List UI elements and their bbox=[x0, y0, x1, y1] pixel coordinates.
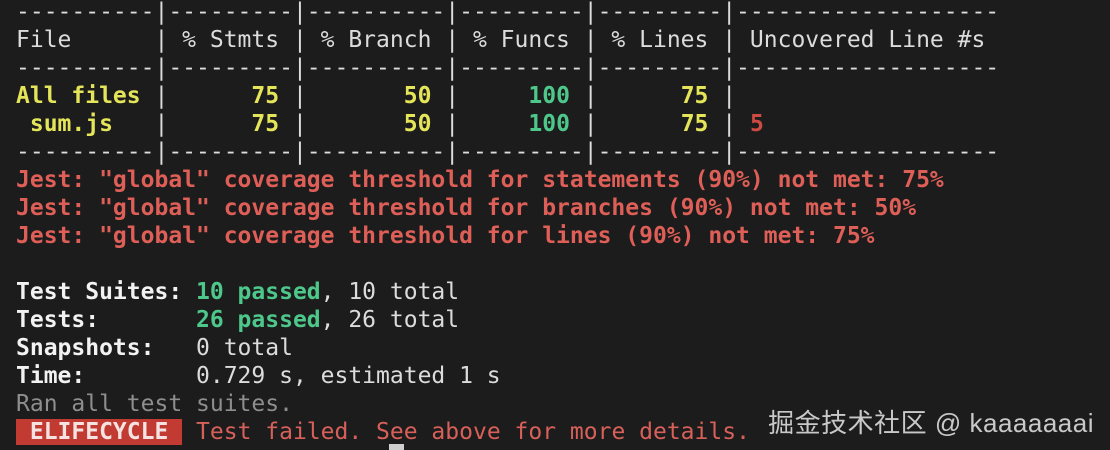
summary-tests-segment: Tests: bbox=[16, 307, 197, 333]
summary-test-suites: Test Suites: 10 passed, 10 total bbox=[16, 278, 999, 306]
summary-tests: Tests: 26 passed, 26 total bbox=[16, 306, 999, 334]
jest-threshold-warning-statements: Jest: "global" coverage threshold for st… bbox=[16, 166, 999, 194]
summary-time-segment: 0.729 s, estimated 1 s bbox=[196, 363, 501, 389]
ran-all-test-suites: Ran all test suites. bbox=[16, 390, 999, 418]
jest-threshold-warning-branches: Jest: "global" coverage threshold for br… bbox=[16, 194, 999, 222]
summary-test-suites-segment: Test Suites: bbox=[16, 279, 197, 305]
coverage-row-sum-js: sum.js | 75 | 50 | 100 | 75 | 5 bbox=[16, 110, 999, 138]
summary-test-suites-segment: , 10 total bbox=[320, 279, 460, 305]
summary-time: Time: 0.729 s, estimated 1 s bbox=[16, 362, 999, 390]
coverage-table-header: File | % Stmts | % Branch | % Funcs | % … bbox=[16, 26, 999, 54]
summary-snapshots-segment: 0 total bbox=[196, 335, 293, 361]
coverage-row-all-files: All files | 75 | 50 | 100 | 75 | bbox=[16, 82, 999, 110]
elifecycle-error-line-segment bbox=[182, 419, 196, 445]
coverage-row-all-files-segment: | bbox=[708, 83, 737, 109]
summary-tests-segment: , 26 total bbox=[320, 307, 460, 333]
coverage-row-sum-js-segment: sum.js bbox=[16, 111, 113, 137]
summary-snapshots-segment: Snapshots: bbox=[16, 335, 197, 361]
elifecycle-error-line-segment: Test failed. See above for more details. bbox=[196, 419, 750, 445]
terminal-cursor bbox=[389, 444, 404, 450]
coverage-row-sum-js-segment: 50 bbox=[306, 111, 432, 137]
coverage-row-sum-js-segment: 75 bbox=[168, 111, 280, 137]
jest-threshold-warning-lines: Jest: "global" coverage threshold for li… bbox=[16, 222, 999, 250]
coverage-table-border-top-segment: ----------|---------|----------|--------… bbox=[16, 0, 1000, 25]
terminal-output: ----------|---------|----------|--------… bbox=[16, 0, 999, 446]
summary-time-segment: Time: bbox=[16, 363, 197, 389]
coverage-table-border-bottom: ----------|---------|----------|--------… bbox=[16, 138, 999, 166]
coverage-row-sum-js-segment: 100 bbox=[459, 111, 570, 137]
coverage-row-all-files-segment: All files bbox=[16, 83, 141, 109]
summary-snapshots: Snapshots: 0 total bbox=[16, 334, 999, 362]
coverage-row-sum-js-segment: | bbox=[431, 111, 460, 137]
coverage-table-header-segment: File | % Stmts | % Branch | % Funcs | % … bbox=[16, 27, 1000, 53]
coverage-table-border-mid: ----------|---------|----------|--------… bbox=[16, 54, 999, 82]
coverage-row-sum-js-segment: | bbox=[708, 111, 750, 137]
watermark-text: 掘金技术社区 @ kaaaaaaai bbox=[768, 408, 1094, 438]
coverage-row-all-files-segment: 50 bbox=[306, 83, 432, 109]
summary-test-suites-segment: 10 passed bbox=[196, 279, 321, 305]
coverage-row-sum-js-segment: 5 bbox=[749, 111, 764, 137]
ran-all-test-suites-segment: Ran all test suites. bbox=[16, 391, 293, 417]
coverage-row-all-files-segment: 100 bbox=[459, 83, 570, 109]
coverage-row-all-files-segment: | bbox=[140, 83, 169, 109]
coverage-table-border-mid-segment: ----------|---------|----------|--------… bbox=[16, 55, 1000, 81]
coverage-row-all-files-segment: 75 bbox=[597, 83, 709, 109]
blank-line bbox=[16, 250, 999, 278]
jest-threshold-warning-statements-segment: Jest: "global" coverage threshold for st… bbox=[16, 167, 944, 193]
coverage-row-sum-js-segment: 75 bbox=[597, 111, 709, 137]
coverage-row-all-files-segment: | bbox=[431, 83, 460, 109]
coverage-row-all-files-segment: | bbox=[279, 83, 307, 109]
coverage-row-sum-js-segment: | bbox=[569, 111, 598, 137]
coverage-row-all-files-segment: 75 bbox=[168, 83, 280, 109]
jest-threshold-warning-lines-segment: Jest: "global" coverage threshold for li… bbox=[16, 223, 875, 249]
coverage-row-sum-js-segment: | bbox=[279, 111, 307, 137]
jest-threshold-warning-branches-segment: Jest: "global" coverage threshold for br… bbox=[16, 195, 917, 221]
coverage-table-border-top: ----------|---------|----------|--------… bbox=[16, 0, 999, 26]
elifecycle-error-line-segment: ELIFECYCLE bbox=[16, 419, 183, 445]
coverage-row-all-files-segment: | bbox=[569, 83, 598, 109]
summary-tests-segment: 26 passed bbox=[196, 307, 321, 333]
coverage-row-sum-js-segment: | bbox=[112, 111, 169, 137]
coverage-table-border-bottom-segment: ----------|---------|----------|--------… bbox=[16, 139, 1000, 165]
elifecycle-error-line: ELIFECYCLE Test failed. See above for mo… bbox=[16, 418, 999, 446]
